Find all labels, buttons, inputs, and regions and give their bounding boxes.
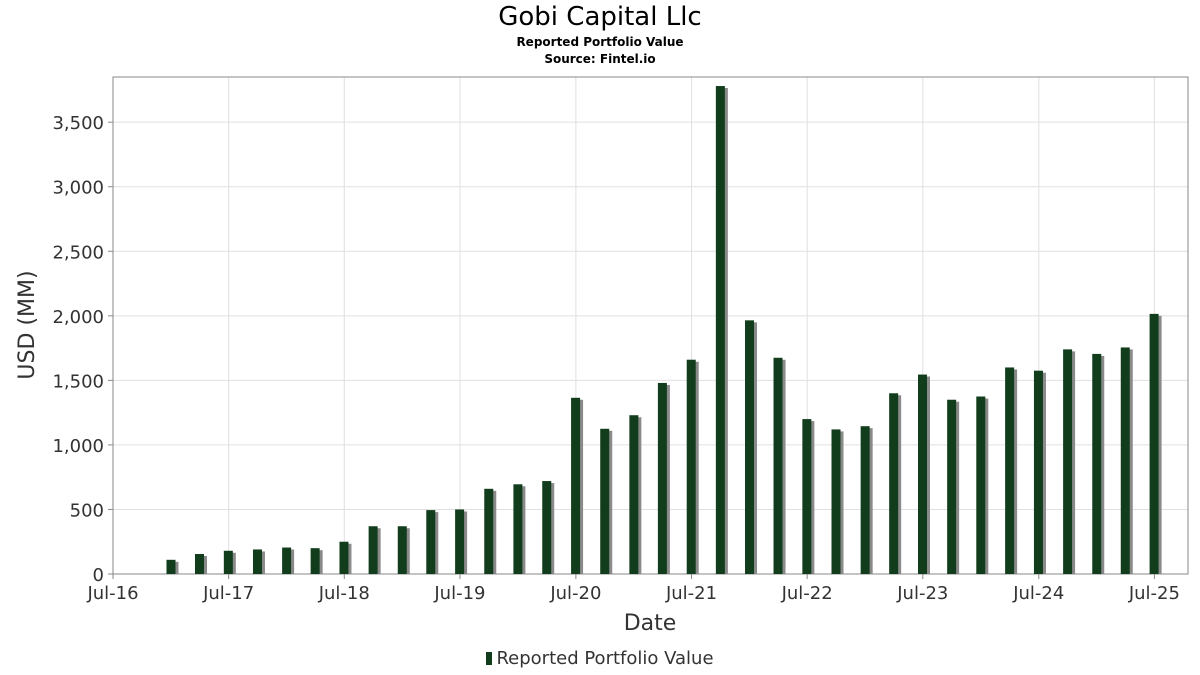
x-tick-label: Jul-22 (781, 583, 833, 604)
legend-swatch (486, 652, 493, 665)
bar (657, 382, 667, 574)
y-axis-label: USD (MM) (15, 270, 40, 379)
bar (571, 397, 581, 574)
bar (860, 426, 870, 574)
x-tick-label: Jul-23 (896, 583, 948, 604)
bar (773, 357, 783, 574)
bar (917, 374, 927, 574)
y-tick-label: 500 (70, 500, 104, 521)
bar (889, 393, 899, 574)
x-tick-label: Jul-25 (1128, 583, 1180, 604)
bar (194, 553, 204, 574)
x-tick-label: Jul-19 (433, 583, 485, 604)
x-axis-label: Date (624, 611, 677, 636)
y-tick-label: 3,000 (52, 178, 104, 199)
x-tick-label: Jul-20 (549, 583, 601, 604)
bar (831, 429, 841, 574)
bar (166, 559, 176, 574)
bar (339, 541, 349, 574)
bar (397, 526, 407, 574)
bar (310, 548, 320, 574)
bar (368, 526, 378, 574)
bar (1063, 349, 1073, 574)
chart-subtitle: Reported Portfolio Value (516, 35, 684, 49)
y-tick-label: 1,500 (52, 371, 104, 392)
bar (715, 86, 725, 574)
x-tick-label: Jul-16 (86, 583, 138, 604)
bar (976, 396, 986, 574)
x-tick-label: Jul-17 (202, 583, 254, 604)
x-tick-label: Jul-18 (318, 583, 370, 604)
bar (1120, 347, 1130, 574)
bar (600, 428, 610, 574)
bar (513, 484, 523, 574)
y-axis-ticks: 0 500 1,000 1,500 2,000 2,500 3,000 3,500 (52, 113, 113, 586)
x-tick-label: Jul-24 (1012, 583, 1064, 604)
bar (223, 550, 233, 574)
bar (1149, 313, 1159, 574)
y-tick-label: 2,500 (52, 242, 104, 263)
y-tick-label: 1,000 (52, 436, 104, 457)
bar (1033, 370, 1043, 574)
y-tick-label: 3,500 (52, 113, 104, 134)
bar (455, 509, 465, 574)
x-axis-ticks: Jul-16 Jul-17 Jul-18 Jul-19 Jul-20 Jul-21 Jul-… (86, 574, 1180, 604)
legend: Reported Portfolio Value (0, 648, 1200, 669)
grid-layer (112, 77, 1188, 575)
bar (1092, 353, 1102, 574)
chart-source: Source: Fintel.io (544, 52, 656, 66)
bar (629, 415, 639, 574)
bar (686, 359, 696, 574)
y-tick-label: 2,000 (52, 307, 104, 328)
y-tick-label: 0 (93, 565, 104, 586)
bar (745, 320, 755, 574)
bar (947, 399, 957, 574)
bar (426, 510, 436, 574)
bar (542, 481, 552, 574)
bar (1005, 367, 1015, 574)
bars-layer (166, 86, 1162, 574)
chart-title: Gobi Capital Llc (498, 2, 702, 32)
legend-label: Reported Portfolio Value (496, 648, 714, 669)
x-tick-label: Jul-21 (665, 583, 717, 604)
plot-frame (112, 76, 1189, 575)
bar (252, 549, 262, 574)
bar (282, 547, 292, 574)
bar (484, 488, 494, 574)
bar (802, 419, 812, 574)
